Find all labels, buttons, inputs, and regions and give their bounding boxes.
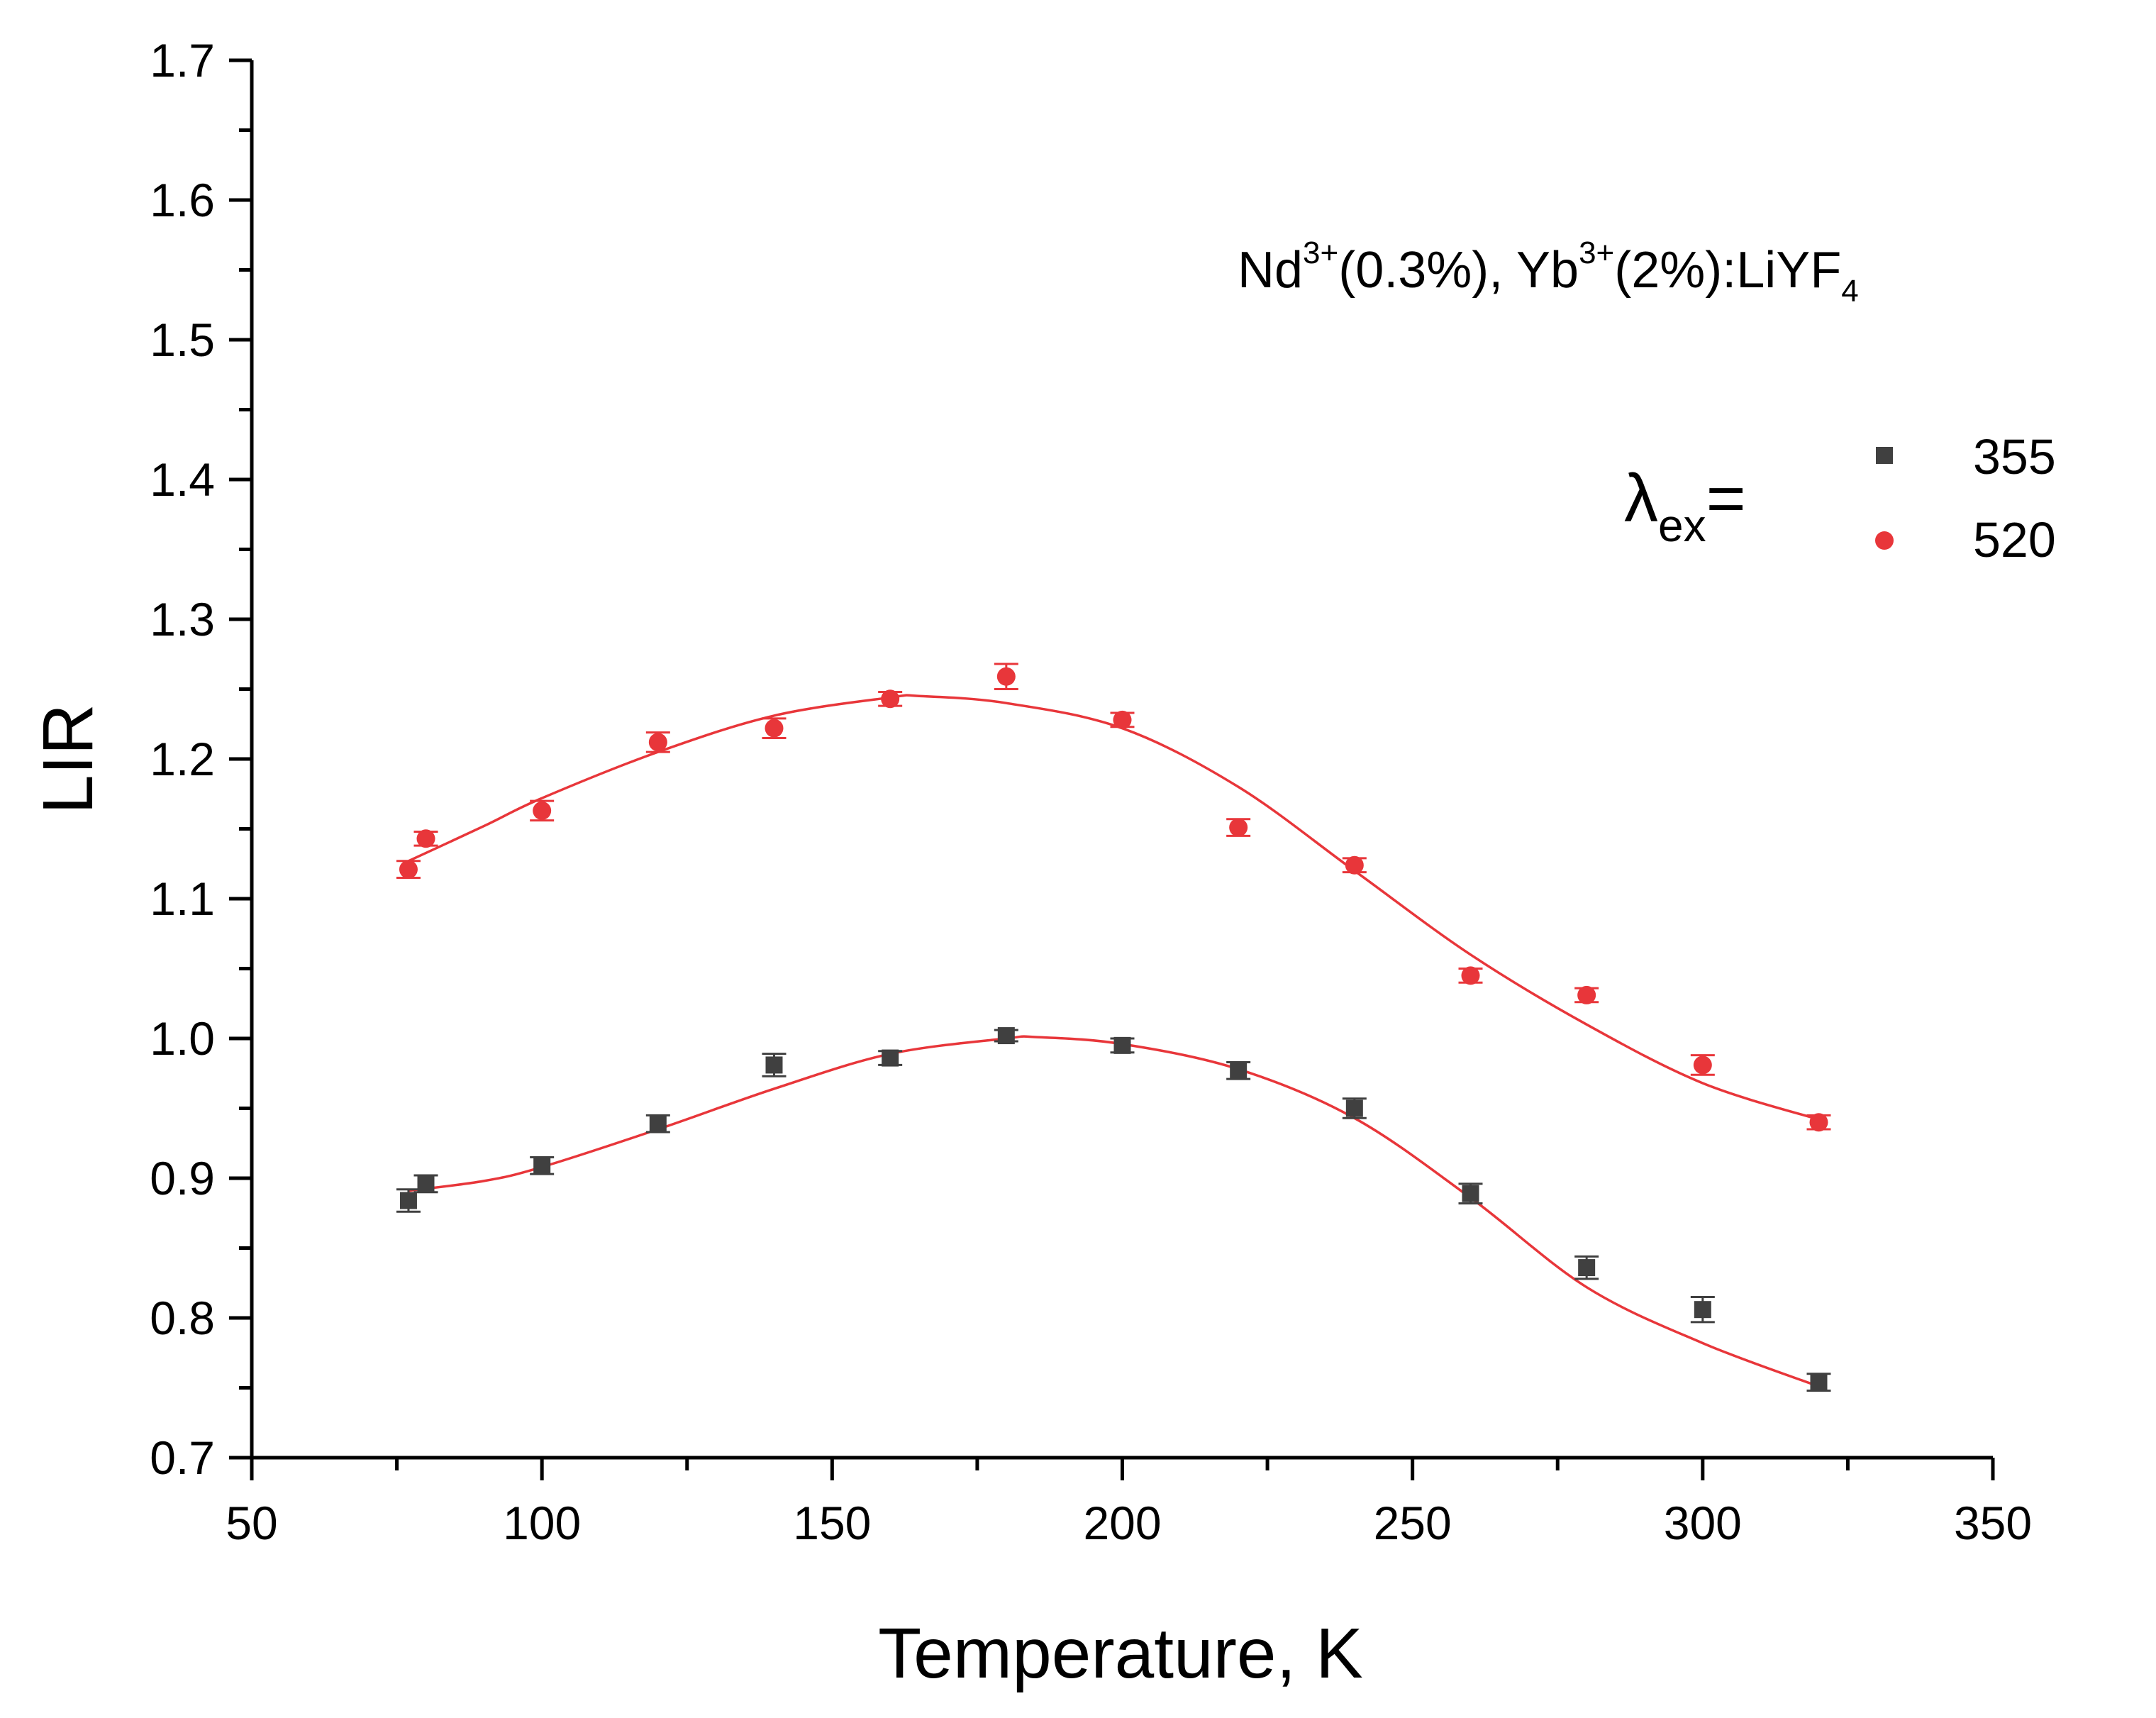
marker-square <box>1230 1062 1248 1080</box>
marker-circle <box>1461 966 1480 985</box>
marker-square <box>1578 1259 1596 1277</box>
legend: λex= 355 520 <box>1624 429 2056 567</box>
marker-circle <box>648 733 667 752</box>
point-520 <box>1342 855 1367 875</box>
y-tick-label: 1.7 <box>150 34 215 87</box>
legend-marker-355 <box>1876 447 1893 464</box>
marker-square <box>997 1027 1015 1045</box>
x-axis-title: Temperature, K <box>878 1614 1363 1693</box>
point-520 <box>1110 710 1135 729</box>
tick-labels: 50 100 150 200 250 300 350 0.7 0.8 0.9 1.0 1.1 1.2 1.… <box>150 34 2032 1549</box>
marker-circle <box>1577 985 1596 1004</box>
x-tick-label: 200 <box>1083 1497 1161 1549</box>
x-tick-label: 150 <box>793 1497 871 1549</box>
point-355 <box>645 1114 670 1134</box>
point-355 <box>762 1053 787 1077</box>
marker-circle <box>1113 710 1132 729</box>
point-355 <box>994 1027 1018 1045</box>
point-520 <box>1574 985 1599 1004</box>
y-axis-title: LIR <box>28 704 108 814</box>
y-tick-label: 1.1 <box>150 872 215 925</box>
point-355 <box>530 1156 555 1175</box>
marker-square <box>765 1056 783 1074</box>
marker-square <box>1113 1036 1131 1054</box>
marker-circle <box>996 667 1016 686</box>
fit-520-curve <box>408 694 1820 1121</box>
x-tick-label: 50 <box>226 1497 277 1549</box>
legend-lambda-label: λex= <box>1624 460 1746 551</box>
y-tick-label: 1.0 <box>150 1012 215 1065</box>
point-520 <box>762 717 787 739</box>
fit-355-curve <box>408 1035 1820 1388</box>
marker-circle <box>1345 855 1364 875</box>
y-tick-label: 1.5 <box>150 314 215 366</box>
marker-circle <box>1809 1113 1828 1132</box>
legend-label-355: 355 <box>1973 429 2056 484</box>
y-tick-label: 0.7 <box>150 1431 215 1484</box>
point-355 <box>1574 1255 1599 1280</box>
marker-circle <box>881 689 900 709</box>
point-355 <box>1690 1295 1715 1324</box>
marker-circle <box>1693 1055 1712 1075</box>
y-tick-label: 1.3 <box>150 593 215 645</box>
x-tick-label: 350 <box>1954 1497 2032 1549</box>
marker-square <box>1694 1301 1711 1319</box>
marker-square <box>1810 1373 1828 1391</box>
marker-square <box>417 1175 435 1192</box>
x-tick-label: 300 <box>1664 1497 1742 1549</box>
legend-label-520: 520 <box>1973 512 2056 567</box>
marker-square <box>1462 1185 1479 1202</box>
y-tick-label: 1.4 <box>150 453 215 506</box>
point-520 <box>878 689 903 709</box>
point-520 <box>1806 1113 1831 1132</box>
point-355 <box>1458 1182 1483 1204</box>
point-355 <box>1110 1036 1135 1054</box>
marker-square <box>882 1049 899 1067</box>
sample-annotation: Nd3+(0.3%), Yb3+(2%):LiYF4 <box>1238 235 1859 309</box>
legend-marker-520 <box>1875 531 1894 550</box>
marker-square <box>399 1192 417 1209</box>
y-tick-label: 0.9 <box>150 1152 215 1204</box>
marker-circle <box>533 801 552 820</box>
point-355 <box>1342 1097 1367 1119</box>
fit-curves <box>408 694 1820 1388</box>
y-tick-label: 1.6 <box>150 174 215 226</box>
point-520 <box>994 663 1018 690</box>
x-tick-label: 250 <box>1374 1497 1452 1549</box>
point-520 <box>1690 1054 1715 1076</box>
marker-circle <box>416 829 435 848</box>
y-tick-label: 1.2 <box>150 733 215 785</box>
point-355 <box>1226 1060 1251 1080</box>
point-520 <box>530 799 555 822</box>
point-355 <box>878 1049 903 1067</box>
marker-square <box>533 1157 551 1175</box>
axes <box>229 58 1995 1480</box>
marker-circle <box>399 860 418 879</box>
data-points <box>396 663 1831 1392</box>
point-355 <box>413 1174 438 1194</box>
x-tick-label: 100 <box>503 1497 581 1549</box>
point-520 <box>396 860 421 879</box>
marker-circle <box>765 719 784 738</box>
point-355 <box>1806 1373 1831 1392</box>
marker-square <box>649 1115 667 1133</box>
point-520 <box>1458 966 1483 985</box>
point-520 <box>645 731 670 753</box>
point-520 <box>1226 818 1251 837</box>
marker-square <box>1345 1099 1363 1117</box>
point-355 <box>396 1188 421 1213</box>
y-tick-label: 0.8 <box>150 1292 215 1344</box>
marker-circle <box>1229 818 1248 837</box>
point-520 <box>413 829 438 848</box>
